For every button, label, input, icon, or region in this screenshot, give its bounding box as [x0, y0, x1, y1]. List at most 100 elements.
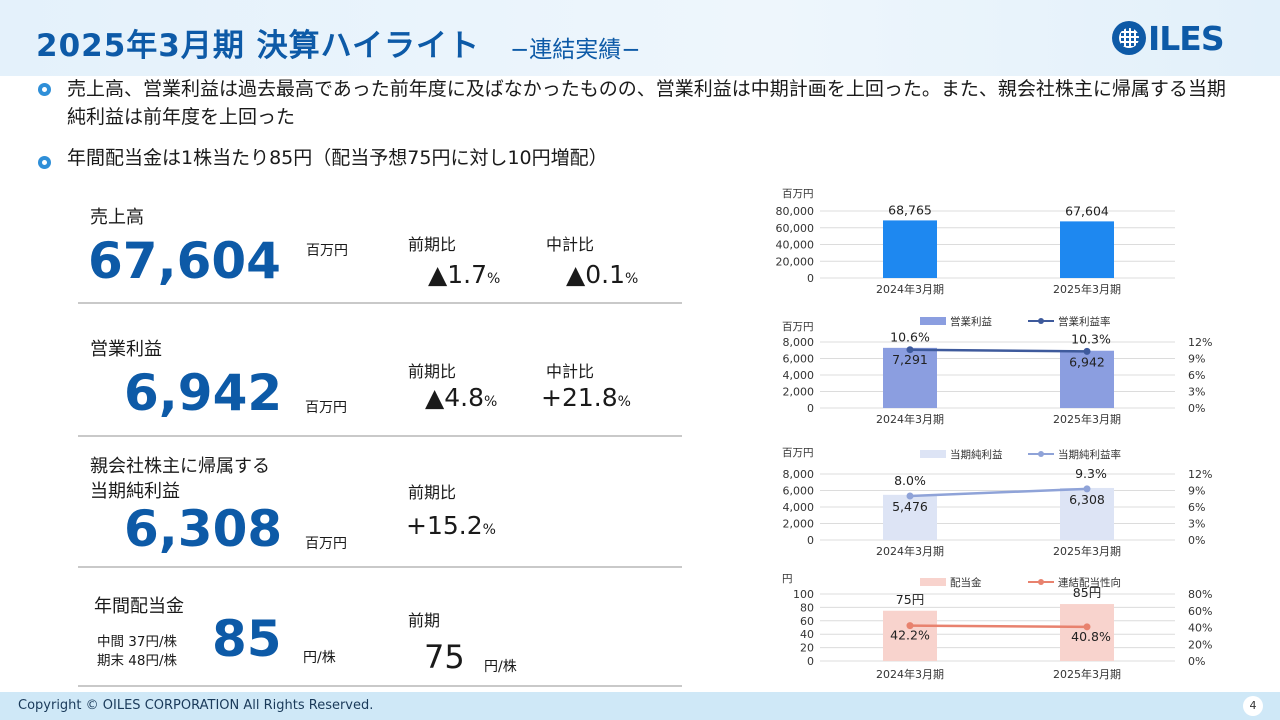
net-label-line1: 親会社株主に帰属する [90, 456, 270, 477]
y2-tick-label: 9% [1188, 485, 1205, 498]
legend-swatch-bar [920, 317, 946, 325]
y2-tick-label: 0% [1188, 402, 1205, 415]
bar [1060, 604, 1114, 661]
line-data-label: 42.2% [890, 628, 930, 643]
y2-tick-label: 3% [1188, 518, 1205, 531]
legend-swatch-point [1038, 579, 1044, 585]
x-tick-label: 2024年3月期 [876, 667, 944, 681]
net-yoy-value: +15.2% [406, 511, 496, 540]
line-data-label: 40.8% [1071, 629, 1111, 644]
footer: Copyright © OILES CORPORATION All Rights… [0, 692, 1280, 720]
y-tick-label: 40,000 [776, 239, 815, 252]
bar [883, 220, 937, 278]
x-tick-label: 2025年3月期 [1053, 282, 1121, 296]
series-line [909, 348, 1088, 353]
legend-swatch-point [1038, 318, 1044, 324]
op-chart: 百万円 8,000 6,000 4,000 2,000 0 12% 9% 6% 3% 0% 7,291… [760, 311, 1230, 429]
y2-tick-label: 0% [1188, 534, 1205, 547]
y-tick-label: 60,000 [776, 222, 815, 235]
y-tick-label: 0 [807, 534, 814, 547]
net-label-line2: 当期純利益 [90, 481, 180, 502]
line-point [906, 346, 914, 354]
y-tick-label: 0 [807, 272, 814, 285]
y-tick-label: 20,000 [776, 255, 815, 268]
bar [1060, 487, 1114, 540]
divider [78, 566, 682, 568]
bullet-icon [38, 83, 51, 96]
div-interim: 中間 37円/株 [97, 634, 178, 650]
y2-tick-label: 3% [1188, 386, 1205, 399]
y-tick-label: 20 [800, 642, 814, 655]
x-tick-label: 2025年3月期 [1053, 667, 1121, 681]
x-tick-label: 2025年3月期 [1053, 544, 1121, 558]
globe-icon [1112, 21, 1146, 55]
net-unit: 百万円 [305, 536, 347, 552]
bar [1060, 350, 1114, 408]
bar-data-label: 68,765 [888, 202, 932, 217]
sales-chart: 百万円 80,000 60,000 40,000 20,000 0 68,765 67,604… [760, 186, 1230, 298]
page-title: 2025年3月期 決算ハイライト [36, 28, 481, 64]
y-tick-label: 0 [807, 655, 814, 668]
legend-label: 営業利益率 [1058, 315, 1111, 328]
y-tick-label: 8,000 [783, 468, 815, 481]
y-axis-unit: 円 [782, 573, 793, 585]
y-tick-label: 60 [800, 615, 814, 628]
net-chart: 百万円 8,000 6,000 4,000 2,000 0 12% 9% 6% 3% 0% 5,476… [760, 444, 1230, 562]
div-prev-label: 前期 [408, 611, 441, 630]
y-tick-label: 6,000 [783, 485, 815, 498]
line-data-label: 8.0% [894, 473, 926, 488]
page-subtitle: −連結実績− [510, 37, 641, 63]
x-tick-label: 2024年3月期 [876, 544, 944, 558]
bullet-text-2: 年間配当金は1株当たり85円（配当予想75円に対し10円増配） [67, 147, 608, 169]
div-unit: 円/株 [303, 650, 336, 666]
legend-label: 営業利益 [950, 315, 992, 328]
sales-value: 67,604 [88, 232, 281, 290]
y-tick-label: 40 [800, 628, 814, 641]
div-prev-unit: 円/株 [484, 659, 517, 675]
legend-label: 配当金 [950, 576, 982, 589]
y2-tick-label: 6% [1188, 369, 1205, 382]
op-plan-value: +21.8% [541, 383, 631, 412]
line-data-label: 9.3% [1075, 466, 1107, 481]
line-point [1083, 623, 1091, 631]
bar [1060, 221, 1114, 278]
y-tick-label: 4,000 [783, 501, 815, 514]
y-tick-label: 2,000 [783, 518, 815, 531]
div-label: 年間配当金 [94, 596, 184, 617]
header-band: 2025年3月期 決算ハイライト −連結実績− ILES [0, 0, 1280, 76]
bar-data-label: 75円 [896, 592, 924, 607]
op-unit: 百万円 [305, 400, 347, 416]
bar-data-label: 6,942 [1069, 355, 1105, 370]
x-tick-label: 2025年3月期 [1053, 412, 1121, 426]
y2-tick-label: 0% [1188, 655, 1205, 668]
y2-tick-label: 9% [1188, 353, 1205, 366]
bar [883, 494, 937, 540]
bar-data-label: 67,604 [1065, 203, 1109, 218]
bullet-text-1: 売上高、営業利益は過去最高であった前年度に及ばなかったものの、営業利益は中期計画… [67, 78, 1226, 128]
op-value: 6,942 [124, 364, 283, 422]
y-axis-unit: 百万円 [782, 188, 814, 200]
y2-tick-label: 40% [1188, 622, 1212, 635]
divider [78, 685, 682, 687]
page-number: 4 [1243, 696, 1263, 716]
line-data-label: 10.6% [890, 330, 930, 345]
sales-yoy-label: 前期比 [408, 235, 457, 254]
sales-plan-value: ▲0.1% [566, 260, 639, 289]
y2-tick-label: 60% [1188, 605, 1212, 618]
legend-swatch-point [1038, 451, 1044, 457]
net-yoy-label: 前期比 [408, 483, 457, 502]
y2-tick-label: 12% [1188, 336, 1212, 349]
sales-yoy-value: ▲1.7% [428, 260, 501, 289]
legend-swatch-bar [920, 578, 946, 586]
y-axis-unit: 百万円 [782, 321, 814, 333]
y-tick-label: 2,000 [783, 386, 815, 399]
div-prev-value: 75 [424, 638, 465, 676]
div-final: 期末 48円/株 [97, 653, 178, 669]
sales-label: 売上高 [90, 207, 144, 228]
div-value: 85 [212, 610, 282, 668]
line-point [906, 492, 914, 500]
y2-tick-label: 80% [1188, 588, 1212, 601]
divider [78, 302, 682, 304]
line-point [906, 622, 914, 630]
y-tick-label: 0 [807, 402, 814, 415]
